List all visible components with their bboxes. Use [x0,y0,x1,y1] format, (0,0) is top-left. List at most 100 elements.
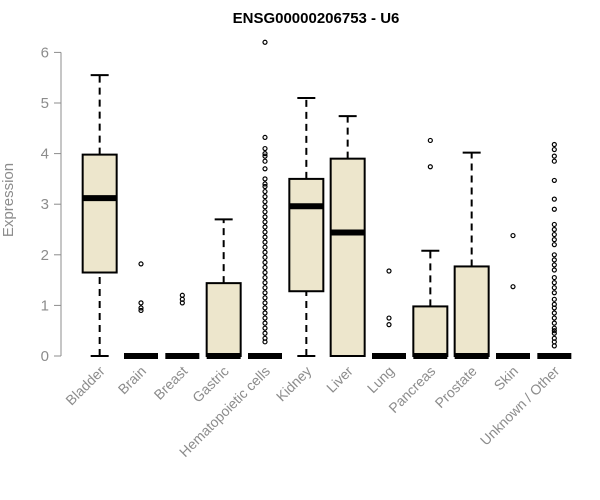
outlier-point [551,274,557,281]
y-tick-label: 2 [41,247,49,264]
outlier-point [510,284,516,290]
boxes-layer [81,39,572,359]
outlier-point [179,300,185,306]
outlier-point [262,290,268,296]
outlier-point [262,254,268,260]
box-iqr [81,153,118,274]
outlier-point [262,134,268,141]
box-brain [124,261,158,359]
outlier-point [262,214,268,220]
outlier-point [551,221,557,228]
outlier-point [551,158,557,164]
outlier-point [551,280,557,286]
y-tick-label: 3 [41,196,49,213]
outlier-point [138,300,144,306]
box-bladder [81,74,118,357]
outlier-point [551,237,557,243]
outlier-point [262,320,268,326]
outlier-point [551,305,557,311]
outlier-point [551,153,557,159]
box-kidney [288,96,325,357]
outlier-point [551,206,557,212]
outlier-point [551,320,557,326]
chart-title: ENSG00000206753 - U6 [233,10,400,27]
outlier-point [262,274,268,281]
outlier-point [262,249,268,255]
outlier-point [262,181,268,187]
outlier-point [262,269,268,276]
outlier-point [551,315,557,321]
x-tick-label: Liver [323,363,356,396]
y-tick-label: 5 [41,95,49,112]
box-iqr [205,282,242,357]
y-axis-label: Expression [0,163,17,237]
outlier-point [262,325,268,331]
outlier-point [262,219,268,225]
outlier-point [262,166,268,172]
outlier-point [262,244,268,250]
outlier-point [262,151,268,157]
outlier-point [551,242,557,248]
outlier-point [262,234,268,240]
outlier-point [262,310,268,316]
outlier-point [551,231,557,238]
outlier-point [551,252,557,258]
outlier-point [262,239,268,245]
outlier-point [551,226,557,233]
x-tick-label: Prostate [432,363,480,411]
box-prostate [453,151,490,359]
outlier-point [551,257,557,263]
outlier-point [179,292,185,298]
outlier-point [262,153,268,159]
outlier-point [262,285,268,291]
outlier-point [551,296,557,302]
x-tick-label: Brain [115,363,149,397]
box-pancreas [412,137,449,359]
x-tick-label: Skin [491,363,522,394]
box-breast [165,292,200,359]
box-skin [496,232,530,359]
outlier-point [551,285,557,291]
outlier-point [262,188,268,195]
box-iqr [453,265,490,357]
box-liver [329,115,366,357]
x-tick-label: Lung [364,363,397,396]
outlier-point [262,300,268,306]
x-tick-label: Breast [151,363,191,403]
box-iqr [329,157,366,357]
outlier-point [551,177,557,184]
y-tick-label: 6 [41,44,49,61]
outlier-point [262,229,268,235]
outlier-point [510,232,516,239]
x-tick-label: Kidney [273,363,315,405]
outlier-point [262,145,268,152]
outlier-point [551,330,557,336]
outlier-point [262,194,268,200]
y-axis: 0 1 2 3 4 5 6 [41,44,62,365]
outlier-point [427,137,433,144]
outlier-point [262,209,268,215]
y-tick-label: 0 [41,348,49,365]
outlier-point [262,224,268,230]
outlier-point [262,315,268,321]
y-tick-label: 4 [41,146,49,163]
outlier-point [262,158,268,164]
outlier-point [262,176,268,182]
box-unknown-other [537,141,572,359]
outlier-point [386,322,392,328]
outlier-point [386,315,392,321]
box-hematopoietic-cells [248,39,282,359]
outlier-point [262,204,268,210]
outlier-point [138,305,144,311]
outlier-point [551,290,557,296]
outlier-point [551,310,557,316]
outlier-point [262,264,268,271]
box-gastric [205,218,242,359]
outlier-point [551,267,557,273]
x-tick-label: Bladder [62,363,108,409]
outlier-point [262,183,268,190]
outlier-point [427,164,433,170]
